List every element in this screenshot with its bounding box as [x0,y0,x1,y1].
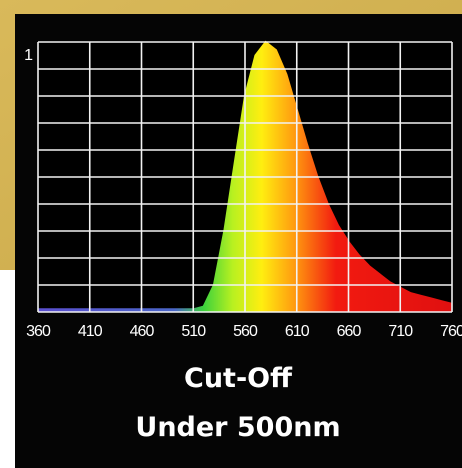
x-tick-label: 460 [130,323,155,340]
x-tick-label: 360 [26,323,51,340]
x-tick-label: 660 [337,323,362,340]
chart-subtitle: Under 500nm [135,412,340,443]
x-tick-label: 710 [388,323,413,340]
x-tick-label: 510 [181,323,206,340]
x-tick-label: 560 [233,323,258,340]
x-tick-label: 610 [285,323,310,340]
chart-title: Cut-Off [184,363,293,394]
y-tick-label: 1 [24,47,33,64]
x-tick-label: 760 [440,323,462,340]
x-tick-label: 410 [78,323,103,340]
